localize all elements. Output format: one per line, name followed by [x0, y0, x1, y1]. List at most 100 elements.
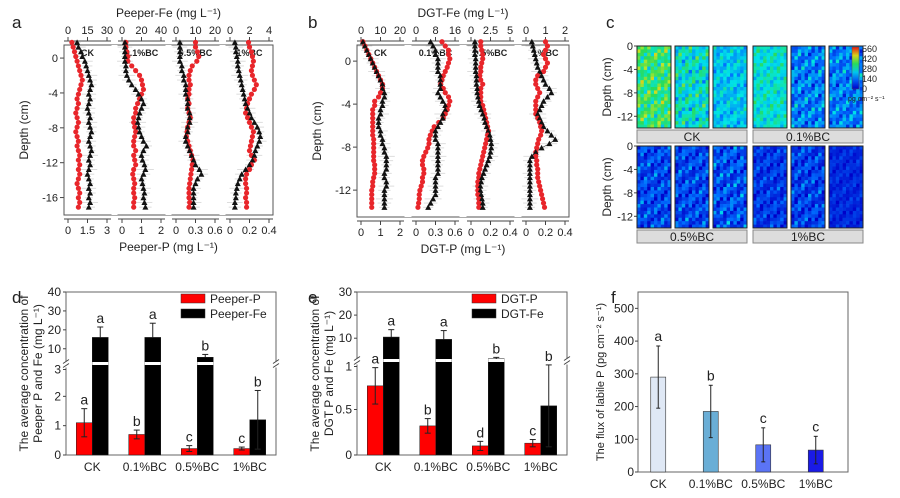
panel-c-cell [766, 197, 771, 201]
panel-c-cell [753, 187, 757, 191]
panel-c-cell [846, 176, 850, 181]
panel-c-cell [643, 190, 648, 195]
panel-c-cell [640, 121, 645, 125]
panel-c-cell [730, 100, 734, 105]
panel-c-cell [835, 214, 840, 219]
panel-c-cell [726, 183, 731, 188]
panel-c-cell [766, 180, 771, 184]
panel-c-cell [797, 87, 802, 91]
panel-c-cell [797, 173, 802, 178]
panel-c-cell [657, 159, 662, 164]
panel-c-cell [664, 59, 668, 64]
panel-c-cell [856, 100, 860, 105]
panel-c-cell [692, 152, 696, 157]
panel-c-cell [664, 104, 668, 108]
panel-c-cell [688, 107, 693, 112]
panel-c-cell [681, 49, 686, 54]
panel-a-fe-point [182, 86, 189, 92]
panel-c-cell [643, 156, 648, 160]
panel-c-cell [637, 173, 641, 178]
panel-c-cell [681, 190, 686, 195]
panel-c-cell [846, 87, 850, 91]
panel-c-cell [776, 124, 781, 129]
panel-b-p-point [480, 153, 486, 159]
panel-c-cell [832, 107, 837, 112]
panel-a-fe-point [234, 180, 241, 187]
panel-c-cell [654, 159, 658, 164]
panel-c-cell [852, 183, 857, 188]
panel-c-cell [811, 149, 816, 154]
panel-c-cell [804, 124, 809, 129]
panel-c-cell [804, 217, 809, 222]
panel-c-cell [692, 121, 696, 125]
panel-c-cell [716, 93, 721, 98]
panel-c-cell [647, 207, 651, 212]
panel-c-cell [797, 156, 802, 160]
panel-c-cell [695, 217, 700, 222]
panel-b-fe-point [479, 110, 486, 117]
panel-c-cell [791, 117, 795, 122]
panel-c-cell [821, 49, 826, 54]
panel-c-cell [643, 104, 648, 108]
panel-a-p-point [74, 124, 80, 130]
panel-c-cell [829, 100, 833, 105]
panel-c-cell [801, 59, 805, 64]
panel-c-cell [637, 49, 641, 54]
panel-b-fe-point [434, 157, 441, 164]
panel-c-cell [818, 169, 822, 174]
panel-b-fe-point [425, 204, 432, 210]
panel-c-cell [733, 83, 738, 88]
panel-c-cell [705, 90, 710, 95]
panel-c-cell [797, 152, 802, 157]
panel-c-cell [719, 156, 724, 160]
panel-b-fe-point [546, 85, 553, 91]
panel-c-cell [695, 93, 700, 98]
panel-c-cell [756, 149, 761, 154]
panel-c-cell [773, 104, 778, 108]
panel-c-cell [835, 159, 840, 164]
panel-c-cell [791, 73, 795, 78]
panel-a-p-point [74, 143, 80, 149]
panel-c-cell [794, 87, 799, 91]
panel-c-cell [797, 117, 802, 122]
panel-c-cell [647, 187, 651, 191]
panel-c-cell [849, 90, 854, 95]
panel-c-cell [675, 163, 679, 167]
panel-a-bottom-tick-label: 0 [227, 225, 233, 237]
panel-c-cell [829, 90, 833, 95]
panel-c-cell [814, 197, 819, 201]
panel-c-cell [678, 63, 683, 67]
panel-c-cell [808, 166, 812, 171]
panel-b-p-point [371, 141, 377, 147]
panel-c-cell [835, 152, 840, 157]
panel-c-cell [770, 169, 774, 174]
panel-c-cell [753, 87, 757, 91]
panel-c-cell [643, 83, 648, 88]
panel-c-cell [821, 76, 826, 81]
panel-c-cell [804, 149, 809, 154]
panel-c-cell [759, 204, 764, 208]
panel-c-cell [698, 204, 703, 208]
panel-c-cell [650, 180, 655, 184]
panel-c-cell [675, 97, 679, 101]
panel-c-cell [705, 169, 710, 174]
panel-c-cell [763, 49, 767, 54]
panel-c-cell [647, 152, 651, 157]
panel-a-y-tick-label: -8 [48, 123, 58, 135]
panel-c-cell [832, 224, 837, 229]
panel-c-cell [829, 221, 833, 225]
panel-c-cell [692, 69, 696, 74]
panel-c-cell [698, 187, 703, 191]
panel-c-cell [759, 49, 764, 54]
panel-a-fe-point [182, 81, 189, 88]
panel-c-cell [681, 176, 686, 181]
panel-c-cell [740, 46, 744, 50]
panel-c-cell [808, 83, 812, 88]
panel-c-cell [821, 166, 826, 171]
panel-c-cell [804, 190, 809, 195]
panel-c-cell [657, 224, 662, 229]
panel-c-cell [713, 46, 717, 50]
panel-b-p-point [535, 94, 541, 100]
panel-a-p-point [74, 115, 80, 121]
panel-c-cell [766, 46, 771, 50]
